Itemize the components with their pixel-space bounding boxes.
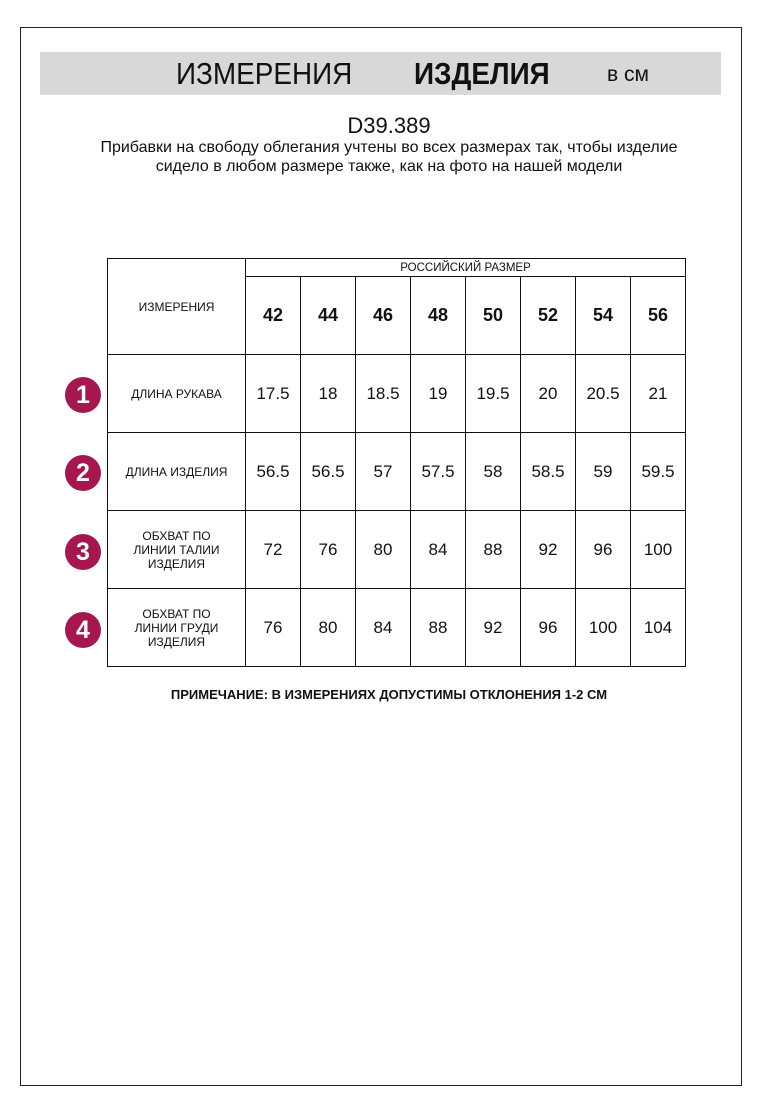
corner-label: ИЗМЕРЕНИЯ	[107, 258, 246, 355]
row-number-badge: 4	[65, 612, 101, 648]
measurement-cell: 57.5	[410, 432, 466, 511]
measurement-cell: 88	[465, 510, 521, 589]
measurement-cell: 96	[575, 510, 631, 589]
row-label: ДЛИНА РУКАВА	[107, 354, 246, 433]
measurement-cell: 92	[520, 510, 576, 589]
row-label: ОБХВАТ ПО ЛИНИИ ГРУДИ ИЗДЕЛИЯ	[107, 588, 246, 667]
size-header: 44	[300, 276, 356, 355]
size-header: 46	[355, 276, 411, 355]
measurement-cell: 84	[355, 588, 411, 667]
measurement-cell: 80	[355, 510, 411, 589]
measurement-cell: 20.5	[575, 354, 631, 433]
measurement-cell: 80	[300, 588, 356, 667]
title-banner	[40, 52, 721, 95]
measurement-cell: 56.5	[245, 432, 301, 511]
measurement-cell: 104	[630, 588, 686, 667]
measurement-cell: 76	[300, 510, 356, 589]
measurement-cell: 88	[410, 588, 466, 667]
table-row: ДЛИНА ИЗДЕЛИЯ 56.5 56.5 57 57.5 58 58.5 59 59.5	[107, 432, 686, 511]
measurement-cell: 100	[630, 510, 686, 589]
measurement-cell: 18.5	[355, 354, 411, 433]
product-code: D39.389	[347, 113, 431, 138]
title-bold: ИЗДЕЛИЯ	[414, 56, 550, 91]
description: Прибавки на свободу облегания учтены во …	[100, 139, 678, 175]
units-label: в см	[607, 63, 649, 86]
size-header: 42	[245, 276, 301, 355]
row-number-badge: 3	[65, 534, 101, 570]
note: ПРИМЕЧАНИЕ: В ИЗМЕРЕНИЯХ ДОПУСТИМЫ ОТКЛО…	[170, 687, 608, 702]
measurement-cell: 21	[630, 354, 686, 433]
size-header: 52	[520, 276, 576, 355]
table-row: ОБХВАТ ПО ЛИНИИ ГРУДИ ИЗДЕЛИЯ 76 80 84 88 92 9…	[107, 588, 686, 667]
table-row: ОБХВАТ ПО ЛИНИИ ТАЛИИ ИЗДЕЛИЯ 72 76 80 84 88 9…	[107, 510, 686, 589]
measurement-cell: 59	[575, 432, 631, 511]
size-header: 48	[410, 276, 466, 355]
row-label: ОБХВАТ ПО ЛИНИИ ТАЛИИ ИЗДЕЛИЯ	[107, 510, 246, 589]
size-header: 54	[575, 276, 631, 355]
measurement-cell: 58	[465, 432, 521, 511]
measurement-cell: 96	[520, 588, 576, 667]
page-frame	[20, 27, 742, 1086]
measurement-cell: 84	[410, 510, 466, 589]
measurement-cell: 57	[355, 432, 411, 511]
measurement-cell: 59.5	[630, 432, 686, 511]
size-table: ИЗМЕРЕНИЯ РОССИЙСКИЙ РАЗМЕР 42 44 46 48 50 52…	[107, 258, 686, 667]
measurement-cell: 19	[410, 354, 466, 433]
title-regular: ИЗМЕРЕНИЯ	[176, 56, 353, 91]
measurement-cell: 56.5	[300, 432, 356, 511]
measurement-cell: 76	[245, 588, 301, 667]
row-number-badge: 2	[65, 455, 101, 491]
table-row: ДЛИНА РУКАВА 17.5 18 18.5 19 19.5 20 20.5 21	[107, 354, 686, 433]
measurement-cell: 17.5	[245, 354, 301, 433]
measurement-cell: 19.5	[465, 354, 521, 433]
row-number-badge: 1	[65, 377, 101, 413]
sizes-row: 42 44 46 48 50 52 54 56	[108, 276, 686, 355]
measurement-cell: 92	[465, 588, 521, 667]
row-label: ДЛИНА ИЗДЕЛИЯ	[107, 432, 246, 511]
measurement-cell: 72	[245, 510, 301, 589]
measurement-cell: 100	[575, 588, 631, 667]
size-group-label: РОССИЙСКИЙ РАЗМЕР	[245, 258, 686, 277]
size-header: 56	[630, 276, 686, 355]
measurement-cell: 58.5	[520, 432, 576, 511]
measurement-cell: 20	[520, 354, 576, 433]
size-header: 50	[465, 276, 521, 355]
measurement-cell: 18	[300, 354, 356, 433]
